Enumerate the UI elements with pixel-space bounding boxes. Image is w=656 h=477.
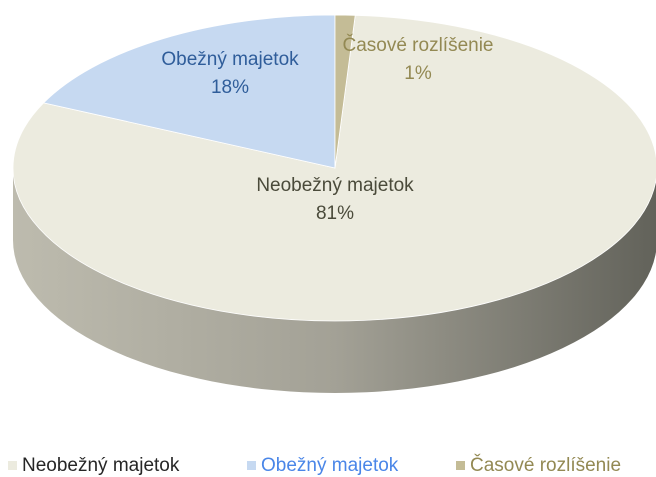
legend-label: Neobežný majetok xyxy=(22,455,180,476)
slice xyxy=(42,14,336,169)
slice xyxy=(334,14,356,169)
legend-marker xyxy=(456,461,465,470)
data-label: 81% xyxy=(316,203,354,224)
legend-marker xyxy=(247,461,256,470)
legend-marker xyxy=(8,461,17,470)
data-label: 1% xyxy=(404,63,432,84)
legend-label: Časové rozlíšenie xyxy=(470,454,621,476)
legend-label: Obežný majetok xyxy=(261,455,399,476)
data-label-name: Obežný majetok xyxy=(161,49,299,70)
data-label: 18% xyxy=(211,77,249,98)
data-label-name: Časové rozlíšenie xyxy=(342,34,493,56)
slice-side xyxy=(13,168,656,393)
data-label-name: Neobežný majetok xyxy=(256,175,414,196)
